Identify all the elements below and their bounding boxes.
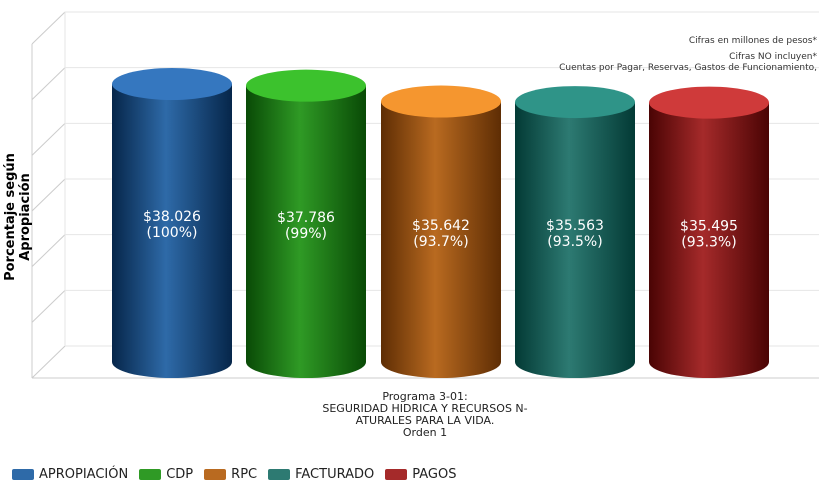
legend-swatch (385, 468, 408, 480)
legend-label: FACTURADO (295, 466, 375, 482)
category-line-2: SEGURIDAD HIDRICA Y RECURSOS N- (322, 402, 528, 415)
gridline-perspective (31, 11, 66, 45)
cylinder-top (381, 85, 501, 118)
cylinder-body (112, 84, 232, 378)
bar-percent-label: (100%) (147, 225, 198, 241)
gridline-perspective (31, 234, 66, 268)
bar-rpc: $35.642(93.7%) (381, 85, 501, 378)
legend-label: CDP (166, 466, 194, 482)
bar-value-label: $35.495 (680, 218, 738, 234)
cylinder-body (515, 102, 635, 378)
bar-value-label: $38.026 (143, 209, 201, 225)
bar-percent-label: (93.5%) (547, 234, 602, 250)
bar-percent-label: (99%) (285, 226, 327, 242)
legend-label: RPC (231, 466, 258, 482)
bar-value-label: $35.642 (412, 218, 470, 234)
bar-value-label: $37.786 (277, 210, 335, 226)
legend-label: APROPIACIÓN (39, 466, 129, 482)
legend-item-rpc[interactable]: RPC (204, 467, 257, 482)
legend-item-apropiacion[interactable]: APROPIACIÓN (12, 467, 128, 482)
legend-swatch (139, 468, 162, 480)
cylinder-body (246, 85, 366, 378)
bar-cdp: $37.786(99%) (246, 69, 366, 378)
gridline-perspective (31, 345, 66, 379)
note-exclusions-list: Cuentas por Pagar, Reservas, Gastos de F… (559, 63, 817, 73)
note-exclusions-title: Cifras NO incluyen* (729, 52, 817, 62)
legend-swatch (268, 468, 291, 480)
legend-item-cdp[interactable]: CDP (139, 467, 193, 482)
note-currency: Cifras en millones de pesos* (688, 36, 817, 46)
gridline-perspective (31, 67, 66, 101)
gridline-perspective (31, 122, 66, 156)
legend-swatch (204, 468, 227, 480)
bar-facturado: $35.563(93.5%) (515, 86, 635, 378)
cylinder-top (112, 68, 232, 100)
bar-percent-label: (93.7%) (413, 234, 468, 250)
cylinder-top (649, 86, 769, 119)
bar-pagos: $35.495(93.3%) (649, 86, 769, 378)
cylinder-body (649, 102, 769, 378)
chart-notes: Cifras en millones de pesos* Cifras NO i… (559, 36, 817, 74)
bar-percent-label: (93.3%) (681, 234, 736, 250)
cylinder-top (515, 86, 635, 119)
category-line-4: Orden 1 (402, 426, 448, 439)
bars: $38.026(100%)$37.786(99%)$35.642(93.7%)$… (112, 68, 769, 378)
y-axis-label: Porcentaje según Apropiación (3, 153, 33, 281)
legend: APROPIACIÓN CDP RPC FACTURADO PAGOS (12, 465, 467, 483)
x-axis-category-label: Programa 3-01: SEGURIDAD HIDRICA Y RECUR… (258, 391, 592, 439)
gridline-perspective (31, 289, 66, 323)
cylinder-body (381, 101, 501, 378)
cylinder-top (246, 69, 366, 102)
category-line-3: ATURALES PARA LA VIDA. (355, 414, 495, 427)
legend-swatch (12, 468, 34, 480)
bar-value-label: $35.563 (546, 218, 604, 234)
category-line-1: Programa 3-01: (382, 390, 468, 403)
legend-item-facturado[interactable]: FACTURADO (268, 467, 374, 482)
legend-label: PAGOS (412, 466, 457, 482)
legend-item-pagos[interactable]: PAGOS (385, 467, 456, 482)
bar-apropiacin: $38.026(100%) (112, 68, 232, 378)
gridline-perspective (31, 178, 66, 212)
